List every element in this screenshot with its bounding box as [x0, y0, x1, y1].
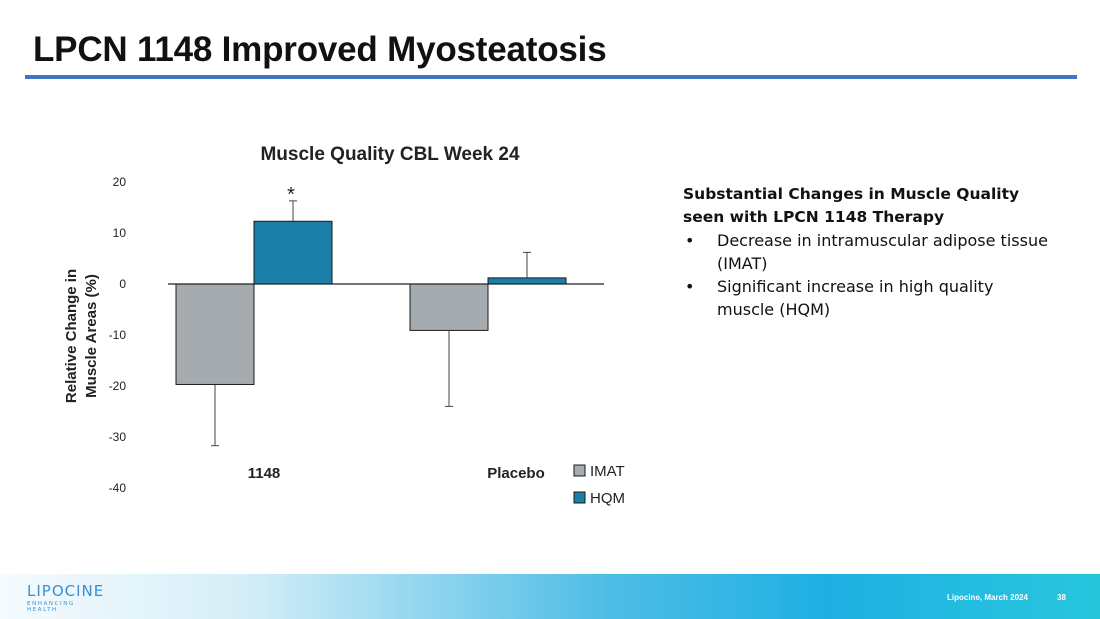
finding-imat-line-2: (IMAT) — [717, 254, 768, 273]
category-label-placebo: Placebo — [487, 465, 545, 482]
finding-hqm-line-1: Significant increase in high quality — [717, 277, 994, 296]
legend-swatch-hqm — [573, 491, 586, 504]
y-tick-label: -30 — [109, 430, 127, 444]
bar-chart: Muscle Quality CBL Week 24 Relative Chang… — [63, 144, 625, 507]
bullet-dot: • — [685, 231, 695, 250]
footer-bar — [0, 574, 1100, 619]
slide-title: LPCN 1148 Improved Myosteatosis — [33, 30, 607, 69]
title-underline — [25, 75, 1077, 79]
finding-bullet-imat: • Decrease in intramuscular adipose tiss… — [683, 229, 1063, 275]
bar-imat-1148 — [175, 283, 255, 385]
y-tick-label: -20 — [109, 379, 127, 393]
y-axis-label-line-2: Muscle Areas (%) — [83, 274, 100, 398]
findings-heading-line-1: Substantial Changes in Muscle Quality — [683, 185, 1020, 203]
significance-marker: * — [287, 184, 295, 206]
bar-hqm-1148 — [253, 220, 333, 285]
y-axis-label-line-1: Relative Change in — [63, 269, 80, 403]
y-tick-label: 10 — [113, 226, 127, 240]
bar-hqm-placebo — [487, 277, 567, 285]
finding-imat-line-1: Decrease in intramuscular adipose tissue — [717, 231, 1048, 250]
y-tick-label: -40 — [109, 481, 127, 495]
bar-imat-placebo — [409, 283, 489, 331]
bullet-dot: • — [685, 277, 695, 296]
legend-label-hqm: HQM — [590, 490, 625, 507]
chart-title: Muscle Quality CBL Week 24 — [260, 144, 519, 165]
legend-swatch-imat — [573, 464, 586, 477]
logo-tagline: ENHANCING HEALTH — [27, 601, 75, 613]
legend-label-imat: IMAT — [590, 463, 625, 480]
finding-hqm-line-2: muscle (HQM) — [717, 300, 831, 319]
y-tick-label: -10 — [109, 328, 127, 342]
logo-wordmark: LIPOCINE — [27, 582, 105, 600]
finding-bullet-hqm: • Significant increase in high quality m… — [683, 275, 1063, 321]
category-label-1148: 1148 — [248, 465, 281, 482]
lipocine-logo: LIPOCINE ENHANCING HEALTH — [27, 582, 107, 613]
y-tick-label: 0 — [119, 277, 126, 291]
findings-list: • Decrease in intramuscular adipose tiss… — [683, 229, 1063, 321]
y-tick-label: 20 — [113, 175, 127, 189]
page-number: 38 — [1057, 593, 1066, 602]
key-findings-panel: Substantial Changes in Muscle Quality se… — [683, 183, 1063, 321]
footer-text: Lipocine, March 2024 — [947, 593, 1028, 602]
findings-heading-line-2: seen with LPCN 1148 Therapy — [683, 208, 945, 226]
